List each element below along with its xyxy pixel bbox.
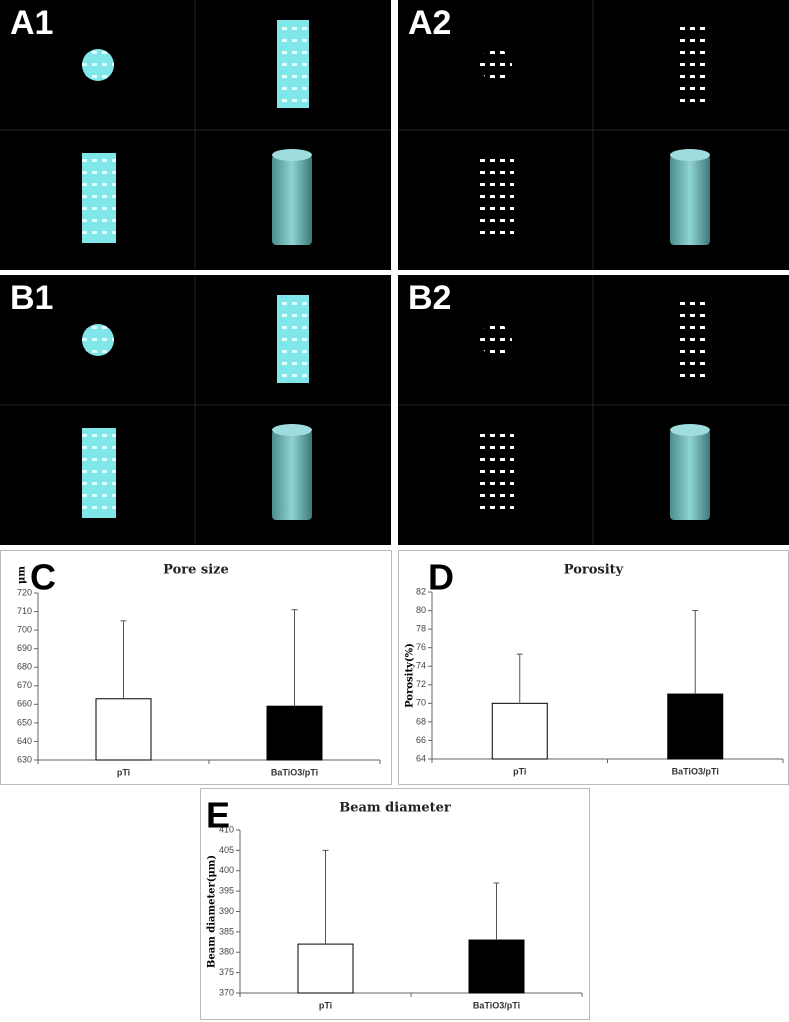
side-section-pores <box>675 295 707 383</box>
y-tick-label: 68 <box>416 716 426 726</box>
x-tick-label: BaTiO3/pTi <box>271 767 318 777</box>
y-tick-label: 370 <box>219 987 234 997</box>
ct-panel: A1 <box>0 0 391 270</box>
cross-section-pores <box>480 324 512 356</box>
x-tick-label: pTi <box>319 1000 332 1010</box>
y-axis-label: Porosity(%) <box>405 643 416 708</box>
cylinder <box>272 430 312 520</box>
chart: 630 640 650 660 670 680 690 700 710 720 pTi BaTiO3/… <box>0 550 392 785</box>
side-section-pores <box>82 428 116 518</box>
y-tick-label: 385 <box>219 926 234 936</box>
y-tick-label: 660 <box>17 699 32 709</box>
chart-title: Beam diameter <box>339 801 451 816</box>
y-tick-label: 82 <box>416 586 426 596</box>
side-section-pores <box>480 153 514 243</box>
panel-label: B1 <box>10 279 53 317</box>
chart-border <box>0 550 392 785</box>
cylinder-top <box>272 149 312 161</box>
bar <box>297 943 354 994</box>
y-tick-label: 74 <box>416 661 426 671</box>
y-tick-label: 76 <box>416 642 426 652</box>
bar <box>266 705 323 761</box>
y-tick-label: 380 <box>219 947 234 957</box>
panel-label: D <box>428 557 454 598</box>
x-tick-label: pTi <box>117 767 130 777</box>
y-tick-label: 64 <box>416 753 426 763</box>
cylinder-top <box>670 149 710 161</box>
x-tick-label: BaTiO3/pTi <box>672 766 719 776</box>
ct-panel: B1 <box>0 275 391 545</box>
side-section-pores <box>82 153 116 243</box>
y-tick-label: 630 <box>17 754 32 764</box>
cylinder <box>670 430 710 520</box>
cross-section-pores <box>82 324 114 356</box>
chart: 370 375 380 385 390 395 400 405 410 pTi BaTiO3/pTi… <box>200 788 590 1020</box>
cylinder-top <box>272 424 312 436</box>
y-tick-label: 710 <box>17 606 32 616</box>
y-tick-label: 700 <box>17 624 32 634</box>
y-tick-label: 72 <box>416 679 426 689</box>
chart-border <box>398 550 789 785</box>
chart-title: Pore size <box>163 563 229 578</box>
y-tick-label: 390 <box>219 906 234 916</box>
cross-section-pores <box>82 49 114 81</box>
cylinder <box>670 155 710 245</box>
y-tick-label: 400 <box>219 865 234 875</box>
x-tick-label: BaTiO3/pTi <box>473 1000 520 1010</box>
side-section-pores <box>675 20 707 108</box>
y-tick-label: 410 <box>219 824 234 834</box>
bar <box>468 939 525 994</box>
y-tick-label: 78 <box>416 623 426 633</box>
y-tick-label: 405 <box>219 845 234 855</box>
ct-panel: B2 <box>398 275 789 545</box>
panel-label: C <box>30 557 56 598</box>
chart: 64 66 68 70 72 74 76 78 80 82 pTi BaTiO3/pTi Porosit… <box>398 550 789 785</box>
y-axis-label: μm <box>17 566 28 584</box>
y-tick-label: 650 <box>17 717 32 727</box>
cross-section-pores <box>480 49 512 81</box>
x-tick-label: pTi <box>513 766 526 776</box>
y-tick-label: 690 <box>17 643 32 653</box>
bar <box>491 702 548 760</box>
panel-label: A1 <box>10 4 53 42</box>
y-tick-label: 375 <box>219 967 234 977</box>
cylinder <box>272 155 312 245</box>
y-tick-label: 680 <box>17 662 32 672</box>
ct-panel: A2 <box>398 0 789 270</box>
side-section-pores <box>277 295 309 383</box>
side-section-pores <box>480 428 514 518</box>
panel-label: B2 <box>408 279 451 317</box>
bar <box>95 698 152 761</box>
y-axis-label: Beam diameter(μm) <box>207 855 218 968</box>
bar <box>667 693 724 760</box>
panel-label: A2 <box>408 4 451 42</box>
y-tick-label: 720 <box>17 587 32 597</box>
y-tick-label: 640 <box>17 736 32 746</box>
y-tick-label: 66 <box>416 735 426 745</box>
y-tick-label: 670 <box>17 680 32 690</box>
y-tick-label: 395 <box>219 886 234 896</box>
y-tick-label: 80 <box>416 605 426 615</box>
panel-label: E <box>206 795 230 836</box>
side-section-pores <box>277 20 309 108</box>
chart-border <box>200 788 590 1020</box>
y-tick-label: 70 <box>416 698 426 708</box>
cylinder-top <box>670 424 710 436</box>
chart-title: Porosity <box>564 563 624 578</box>
